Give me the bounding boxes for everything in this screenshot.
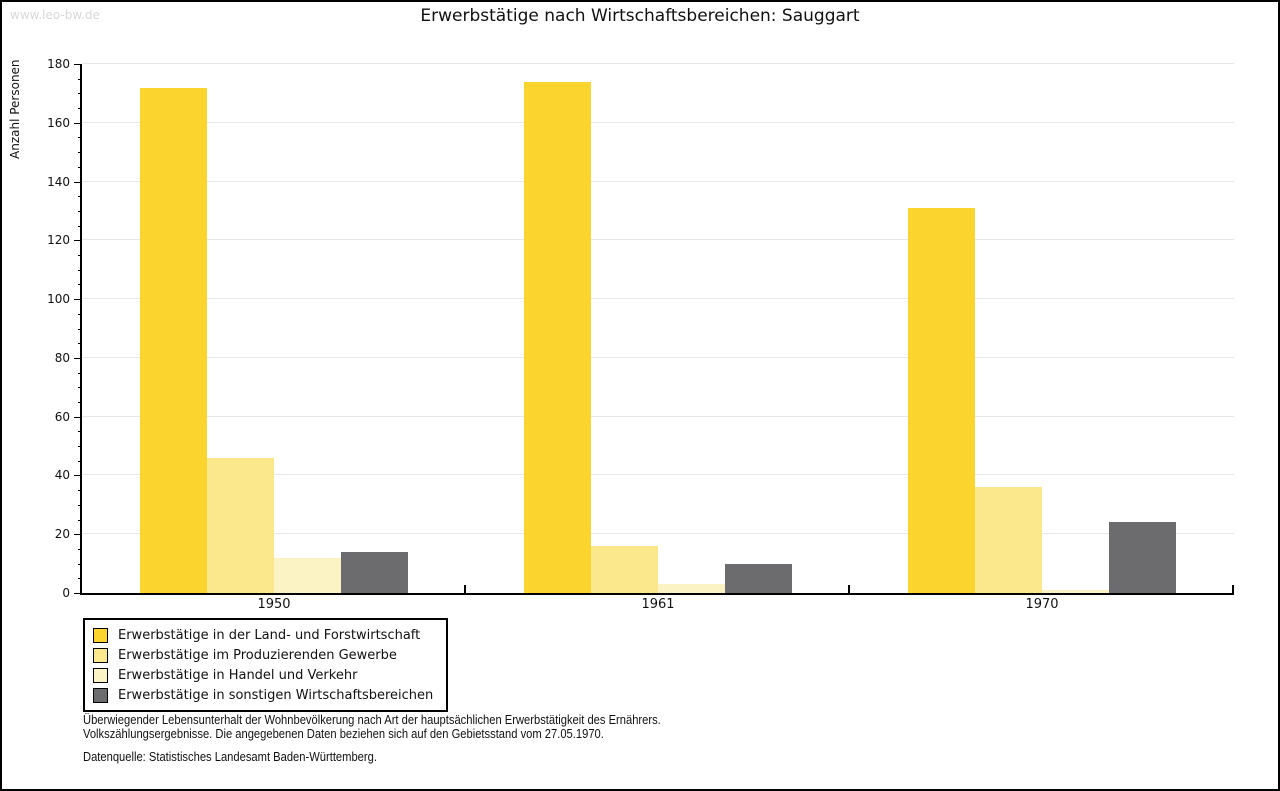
y-minor-tick <box>78 578 82 580</box>
footer: Überwiegender Lebensunterhalt der Wohnbe… <box>83 713 755 764</box>
y-minor-tick <box>78 313 82 315</box>
bar <box>274 557 341 593</box>
legend-swatch <box>93 687 108 703</box>
y-minor-tick <box>78 152 82 154</box>
legend-swatch <box>93 667 108 683</box>
legend-item: Erwerbstätige im Produzierenden Gewerbe <box>93 645 446 665</box>
bar <box>140 87 207 593</box>
legend-item: Erwerbstätige in der Land- und Forstwirt… <box>93 625 446 645</box>
bar-group-1950 <box>82 64 466 593</box>
footer-note-line1: Überwiegender Lebensunterhalt der Wohnbe… <box>83 712 661 727</box>
gridline <box>82 239 1234 241</box>
y-tick-label: 20 <box>54 527 70 542</box>
data-source: Datenquelle: Statistisches Landesamt Bad… <box>83 749 377 764</box>
y-minor-tick <box>78 284 82 286</box>
bar <box>975 487 1042 593</box>
x-tick-label: 1961 <box>641 597 675 612</box>
bar <box>658 584 725 593</box>
y-minor-tick <box>78 401 82 403</box>
y-minor-tick <box>78 137 82 139</box>
gridline <box>82 121 1234 123</box>
footer-note-line2: Volkszählungsergebnisse. Die angegebenen… <box>83 726 604 741</box>
y-minor-tick <box>78 255 82 257</box>
y-minor-tick <box>78 490 82 492</box>
gridline <box>82 180 1234 182</box>
y-minor-tick <box>78 108 82 110</box>
legend: Erwerbstätige in der Land- und Forstwirt… <box>83 618 448 712</box>
y-tick-label: 80 <box>54 350 70 365</box>
y-tick-label: 140 <box>47 174 70 189</box>
x-tick-label: 1970 <box>1025 597 1059 612</box>
y-minor-tick <box>78 504 82 506</box>
y-minor-tick <box>78 328 82 330</box>
y-minor-tick <box>78 269 82 271</box>
y-tick-label: 160 <box>47 115 70 130</box>
y-minor-tick <box>78 548 82 550</box>
page-title: Erwerbstätige nach Wirtschaftsbereichen:… <box>420 6 860 26</box>
y-minor-tick <box>78 196 82 198</box>
y-major-tick <box>74 416 82 418</box>
y-minor-tick <box>78 225 82 227</box>
legend-swatch <box>93 647 108 663</box>
legend-item: Erwerbstätige in sonstigen Wirtschaftsbe… <box>93 685 446 705</box>
gridline <box>82 533 1234 535</box>
y-major-tick <box>74 534 82 536</box>
legend-item: Erwerbstätige in Handel und Verkehr <box>93 665 446 685</box>
x-boundary-tick <box>1232 585 1234 593</box>
legend-label: Erwerbstätige in Handel und Verkehr <box>118 667 358 683</box>
y-axis-title: Anzahl Personen <box>8 59 22 159</box>
gridline <box>82 63 1234 64</box>
x-tick-label: 1950 <box>257 597 291 612</box>
x-boundary-tick <box>463 585 466 593</box>
y-major-tick <box>74 357 82 359</box>
bar <box>908 208 975 593</box>
gridline <box>82 415 1234 417</box>
y-minor-tick <box>78 372 82 374</box>
y-minor-tick <box>78 166 82 168</box>
y-tick-label: 180 <box>47 57 70 71</box>
y-major-tick <box>74 240 82 242</box>
legend-label: Erwerbstätige im Produzierenden Gewerbe <box>118 647 397 663</box>
y-tick-label: 0 <box>62 586 70 600</box>
y-minor-tick <box>78 460 82 462</box>
y-tick-label: 100 <box>47 292 70 307</box>
x-boundary-tick <box>847 585 850 593</box>
bar-group-1970 <box>850 64 1234 593</box>
y-major-tick <box>74 475 82 477</box>
plot-area: 0 20 40 60 80 100 120 140 160 180 1950 1961 1970 <box>47 57 1234 612</box>
bar <box>207 457 274 593</box>
gridline <box>82 298 1234 300</box>
y-minor-tick <box>78 343 82 345</box>
y-minor-tick <box>78 210 82 212</box>
bar <box>1109 522 1176 593</box>
y-major-tick <box>74 299 82 301</box>
y-tick-label: 60 <box>54 409 70 424</box>
y-minor-tick <box>78 78 82 80</box>
y-major-tick <box>74 593 82 594</box>
y-minor-tick <box>78 93 82 95</box>
bar <box>725 563 792 593</box>
y-minor-tick <box>78 519 82 521</box>
y-minor-tick <box>78 387 82 389</box>
y-major-tick <box>74 122 82 124</box>
bar-group-1961 <box>466 64 850 593</box>
bar <box>524 81 591 593</box>
legend-label: Erwerbstätige in der Land- und Forstwirt… <box>118 627 421 643</box>
legend-swatch <box>93 627 108 643</box>
y-minor-tick <box>78 446 82 448</box>
y-tick-label: 40 <box>54 468 70 483</box>
bar <box>591 545 658 593</box>
legend-label: Erwerbstätige in sonstigen Wirtschaftsbe… <box>118 687 434 703</box>
y-major-tick <box>74 181 82 183</box>
y-minor-tick <box>78 563 82 565</box>
y-tick-label: 120 <box>47 233 70 248</box>
gridline <box>82 474 1234 476</box>
y-major-tick <box>74 64 82 65</box>
bar <box>1042 590 1109 593</box>
watermark: www.leo-bw.de <box>10 8 100 22</box>
bar <box>341 551 408 593</box>
gridline <box>82 356 1234 358</box>
y-minor-tick <box>78 431 82 433</box>
